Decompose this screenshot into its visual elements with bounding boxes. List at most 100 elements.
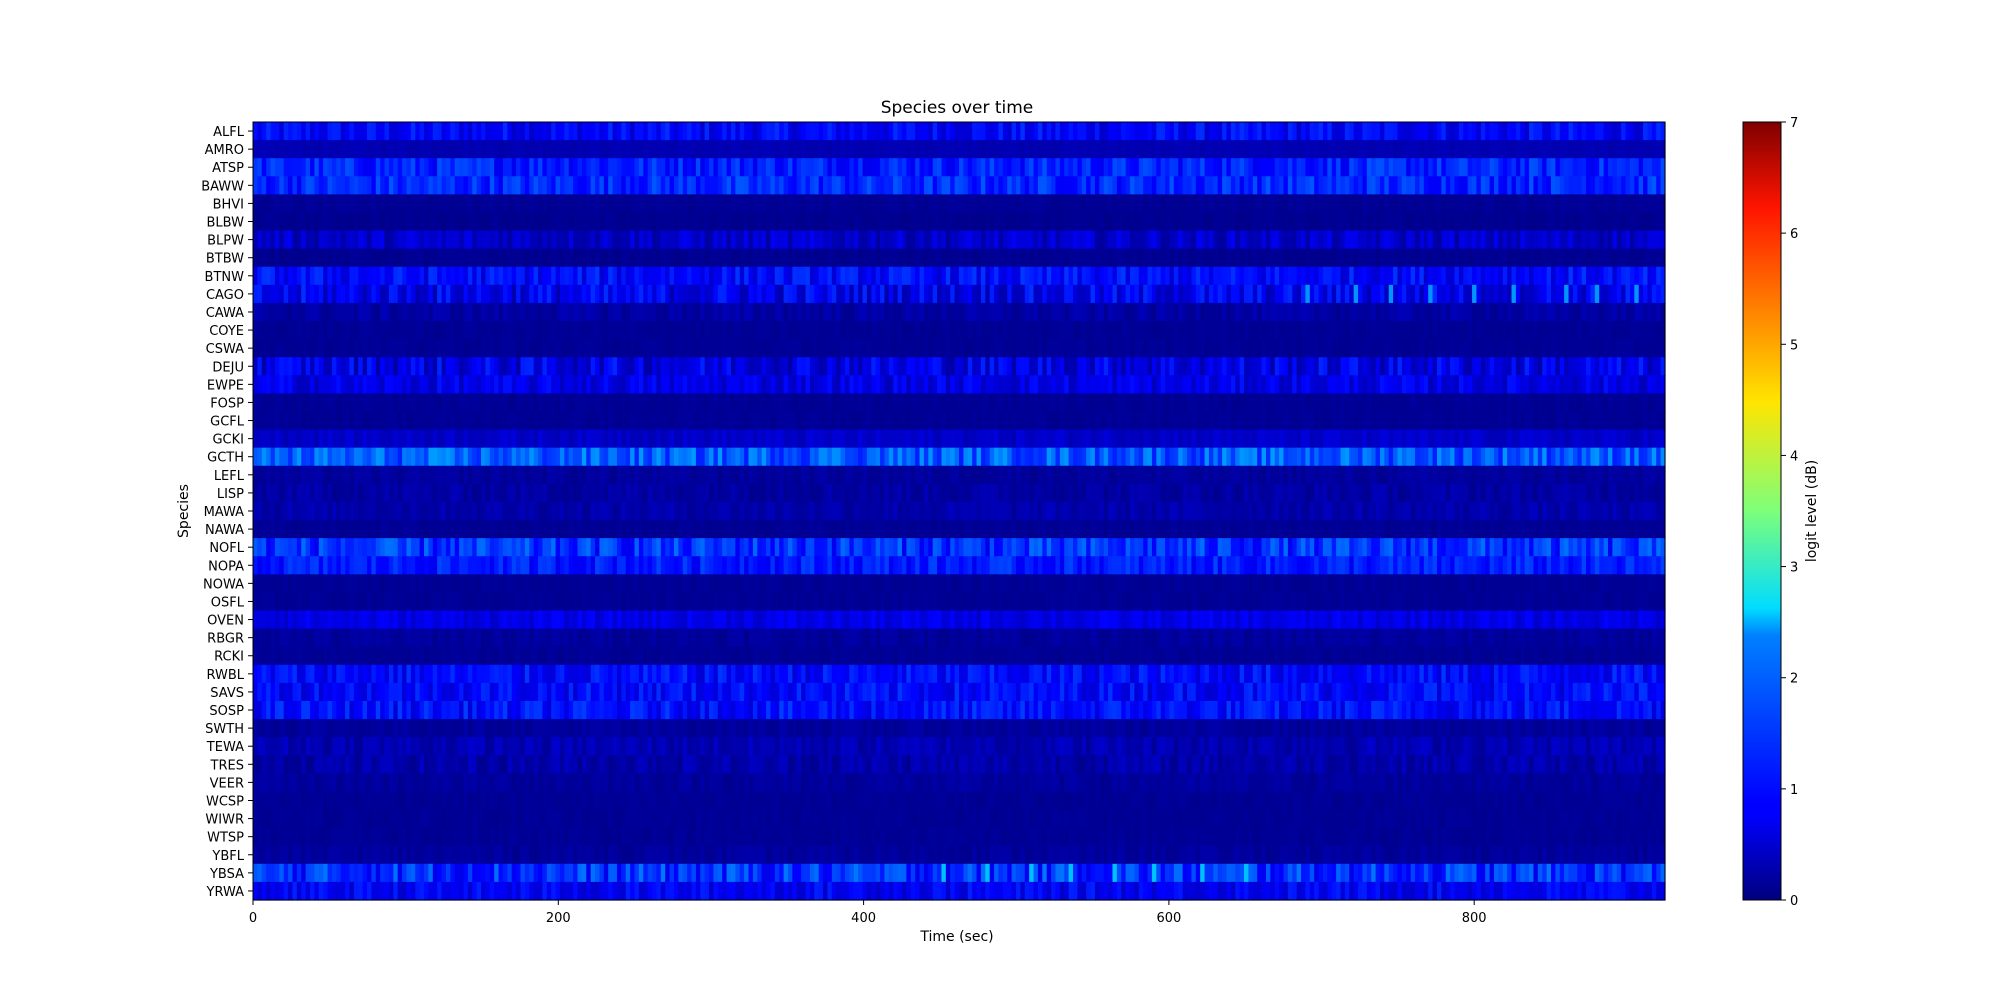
heat-cell: [704, 140, 710, 159]
heat-cell: [1059, 158, 1065, 177]
heat-cell: [1616, 176, 1622, 195]
heat-cell: [371, 321, 377, 340]
heat-cell: [1603, 339, 1609, 358]
heat-cell: [735, 321, 741, 340]
heat-cell: [349, 248, 355, 268]
heat-cell: [279, 158, 285, 177]
heat-cell: [1638, 158, 1644, 177]
heat-cell: [866, 176, 872, 195]
heat-cell: [805, 158, 811, 177]
heat-cell: [1073, 248, 1078, 268]
heat-cell: [844, 375, 850, 394]
heat-cell: [1208, 284, 1214, 304]
heat-cell: [1178, 140, 1184, 159]
heat-cell: [796, 266, 802, 286]
heat-cell: [1165, 194, 1171, 214]
heat-cell: [1055, 339, 1061, 358]
heat-cell: [814, 248, 820, 268]
heat-cell: [1599, 302, 1605, 322]
heat-cell: [1314, 321, 1320, 340]
heat-cell: [770, 321, 776, 340]
heat-cell: [292, 375, 298, 394]
heat-cell: [1384, 375, 1390, 394]
heat-cell: [1651, 122, 1657, 141]
heat-cell: [1647, 248, 1653, 268]
heat-cell: [542, 357, 548, 376]
heat-cell: [814, 158, 820, 177]
heat-cell: [1068, 339, 1074, 358]
heat-cell: [288, 393, 294, 413]
heat-cell: [1454, 266, 1460, 286]
heat-cell: [1134, 158, 1140, 177]
heat-cell: [476, 140, 482, 159]
heat-cell: [279, 302, 285, 322]
heat-cell: [1415, 357, 1421, 376]
heat-cell: [415, 339, 421, 358]
heat-cell: [520, 321, 526, 340]
heat-cell: [1016, 140, 1021, 159]
heat-cell: [976, 158, 982, 177]
heat-cell: [923, 339, 929, 358]
heat-cell: [1156, 140, 1162, 159]
heat-cell: [1647, 176, 1653, 195]
heat-cell: [1143, 302, 1149, 322]
heat-cell: [1577, 357, 1583, 376]
heat-cell: [915, 158, 921, 177]
heat-cell: [757, 375, 763, 394]
heat-cell: [709, 230, 715, 250]
heat-cell: [1599, 140, 1605, 159]
heat-cell: [1493, 122, 1499, 141]
heat-cell: [353, 375, 359, 394]
heat-cell: [1029, 158, 1035, 177]
heat-cell: [1454, 194, 1460, 214]
heat-cell: [1489, 357, 1495, 376]
heat-cell: [1230, 339, 1236, 358]
heat-cell: [586, 302, 592, 322]
heat-cell: [1577, 339, 1583, 358]
heat-cell: [1007, 302, 1013, 322]
heat-cell: [1393, 230, 1399, 250]
heat-cell: [963, 158, 969, 177]
heat-cell: [713, 393, 719, 413]
heat-cell: [1520, 339, 1526, 358]
heat-cell: [1134, 230, 1140, 250]
heat-cell: [1073, 375, 1078, 394]
heat-cell: [1358, 375, 1364, 394]
heat-cell: [1406, 140, 1412, 159]
heat-cell: [709, 339, 715, 358]
heat-cell: [388, 248, 394, 268]
heat-cell: [682, 212, 688, 232]
heat-cell: [1165, 122, 1171, 141]
heat-cell: [923, 122, 929, 141]
heat-cell: [301, 357, 307, 376]
heat-cell: [454, 194, 460, 214]
heat-cell: [665, 194, 671, 214]
heat-cell: [770, 248, 776, 268]
heat-cell: [301, 176, 307, 195]
heat-cell: [1318, 158, 1324, 177]
heat-cell: [634, 321, 640, 340]
heat-cell: [1476, 375, 1482, 394]
heat-cell: [1344, 321, 1350, 340]
heat-cell: [323, 321, 329, 340]
heat-cell: [757, 393, 763, 413]
heat-cell: [546, 393, 552, 413]
heat-cell: [1046, 375, 1052, 394]
heat-cell: [1515, 176, 1521, 195]
heat-cell: [652, 321, 658, 340]
heat-cell: [897, 321, 903, 340]
heat-cell: [1406, 321, 1412, 340]
heat-cell: [849, 140, 855, 159]
heat-cell: [388, 194, 394, 214]
heat-cell: [669, 176, 675, 195]
heat-cell: [1384, 357, 1390, 376]
heat-cell: [809, 321, 815, 340]
heat-cell: [1322, 212, 1328, 232]
heat-cell: [612, 266, 618, 286]
heat-cell: [507, 122, 513, 141]
heat-cell: [1450, 339, 1456, 358]
heat-cell: [980, 339, 986, 358]
heat-cell: [441, 357, 447, 376]
heat-cell: [1406, 194, 1412, 214]
heat-cell: [726, 248, 732, 268]
